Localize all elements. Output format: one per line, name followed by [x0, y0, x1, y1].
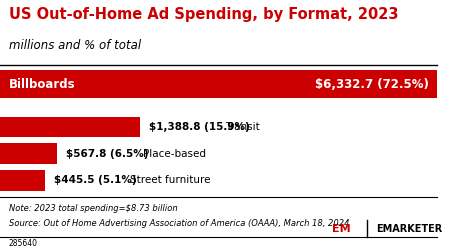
Text: $1,388.8 (15.9%): $1,388.8 (15.9%)	[149, 122, 250, 132]
Text: Billboards: Billboards	[9, 78, 75, 91]
FancyBboxPatch shape	[0, 143, 57, 164]
FancyBboxPatch shape	[0, 70, 438, 98]
Text: $567.8 (6.5%): $567.8 (6.5%)	[66, 149, 149, 159]
Text: $445.5 (5.1%): $445.5 (5.1%)	[54, 175, 136, 185]
Text: 285640: 285640	[9, 240, 38, 249]
Text: Place-based: Place-based	[142, 149, 205, 159]
FancyBboxPatch shape	[0, 117, 140, 137]
Text: Source: Out of Home Advertising Association of America (OAAA), March 18, 2024: Source: Out of Home Advertising Associat…	[9, 219, 349, 228]
Text: EM: EM	[332, 224, 351, 234]
Text: Transit: Transit	[225, 122, 260, 132]
Text: millions and % of total: millions and % of total	[9, 39, 141, 52]
Text: US Out-of-Home Ad Spending, by Format, 2023: US Out-of-Home Ad Spending, by Format, 2…	[9, 7, 398, 22]
Text: $6,332.7 (72.5%): $6,332.7 (72.5%)	[315, 78, 429, 91]
Text: Note: 2023 total spending=$8.73 billion: Note: 2023 total spending=$8.73 billion	[9, 204, 177, 213]
Text: Street furniture: Street furniture	[130, 175, 211, 185]
FancyBboxPatch shape	[0, 170, 45, 190]
Text: EMARKETER: EMARKETER	[376, 224, 442, 234]
